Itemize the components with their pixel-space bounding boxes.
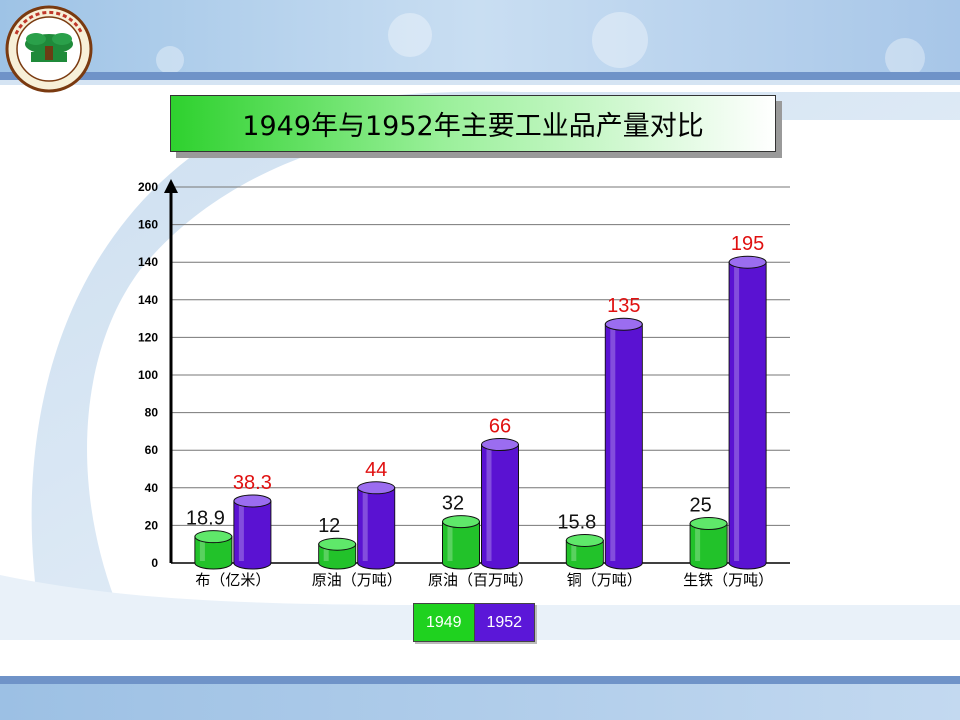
data-label-1949: 18.9: [186, 508, 225, 530]
bar-1952: [233, 494, 272, 570]
data-label-1949: 12: [318, 515, 340, 537]
data-label-1952: 38.3: [233, 472, 272, 494]
data-label-1952: 195: [731, 233, 764, 255]
data-label-1949: 32: [442, 493, 464, 515]
x-category-label: 生铁（万吨）: [683, 571, 773, 589]
data-label-1949: 15.8: [557, 511, 596, 533]
y-tick-label: 0: [151, 556, 158, 570]
bar-1949: [318, 537, 357, 570]
x-category-label: 铜（万吨）: [567, 571, 642, 589]
y-tick-label: 200: [138, 180, 158, 194]
data-label-1949: 25: [689, 495, 711, 517]
y-tick-label: 100: [138, 368, 158, 382]
data-label-1952: 44: [365, 459, 387, 481]
bar-1952: [481, 438, 519, 570]
y-tick-label: 140: [138, 255, 158, 269]
data-label-1952: 135: [607, 295, 640, 317]
bar-1949: [689, 517, 728, 570]
bar-1952: [728, 255, 767, 570]
bar-1952: [604, 317, 643, 570]
chart-legend: 1949 1952: [413, 603, 535, 642]
x-category-label: 原油（百万吨）: [428, 571, 533, 589]
legend-item-1952: 1952: [474, 604, 534, 641]
y-tick-label: 40: [145, 481, 159, 495]
y-tick-label: 80: [145, 406, 159, 420]
y-axis-arrow: [164, 179, 178, 193]
chart-title: 1949年与1952年主要工业品产量对比: [242, 111, 704, 142]
bar-1949: [194, 530, 233, 570]
bar-1949: [442, 515, 480, 570]
x-category-label: 布（亿米）: [195, 571, 270, 589]
bar-1949: [565, 533, 604, 570]
chart-title-box: 1949年与1952年主要工业品产量对比: [170, 95, 776, 152]
y-tick-label: 140: [138, 293, 158, 307]
y-tick-label: 160: [138, 218, 158, 232]
data-label-1952: 66: [489, 416, 511, 438]
y-tick-label: 120: [138, 330, 158, 344]
university-seal-icon: [5, 5, 93, 93]
legend-item-1949: 1949: [414, 604, 475, 641]
y-tick-label: 60: [145, 443, 159, 457]
y-tick-label: 20: [145, 518, 159, 532]
bar-1952: [357, 481, 396, 570]
x-category-label: 原油（万吨）: [312, 571, 402, 589]
